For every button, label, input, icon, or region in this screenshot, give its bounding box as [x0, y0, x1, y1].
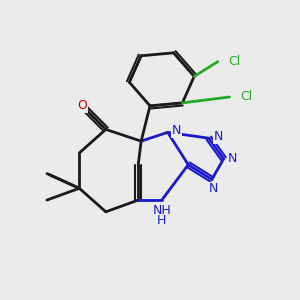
Text: Cl: Cl — [228, 55, 240, 68]
Text: N: N — [208, 182, 218, 195]
Text: NH: NH — [152, 204, 171, 217]
Text: O: O — [77, 99, 87, 112]
Text: Cl: Cl — [240, 91, 252, 103]
Text: N: N — [213, 130, 223, 143]
Text: H: H — [157, 214, 167, 227]
Text: N: N — [172, 124, 182, 137]
Text: N: N — [228, 152, 237, 165]
